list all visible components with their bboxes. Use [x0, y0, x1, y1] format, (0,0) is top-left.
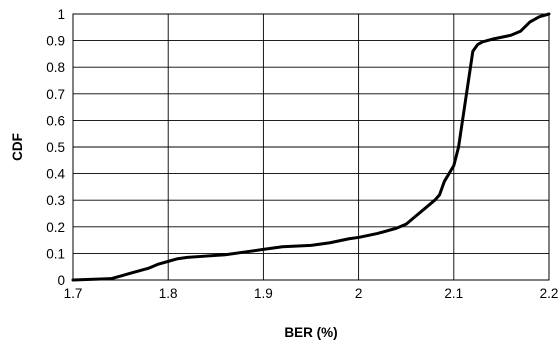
cdf-series-line: [71, 12, 551, 282]
y-tick-label: 0.1: [46, 246, 65, 261]
y-tick-label: 0: [57, 273, 65, 288]
x-tick-label: 1.8: [159, 286, 178, 301]
y-tick-label: 0.2: [46, 220, 65, 235]
x-axis-tick-labels: 1.7 1.8 1.9 2 2.1 2.2: [64, 286, 559, 301]
x-tick-label: 1.7: [64, 286, 83, 301]
y-tick-label: 0.9: [46, 34, 65, 49]
x-axis-title: BER (%): [284, 325, 337, 340]
x-tick-label: 1.9: [254, 286, 273, 301]
y-tick-label: 0.8: [46, 60, 65, 75]
y-tick-label: 0.5: [46, 140, 65, 155]
x-tick-label: 2.1: [444, 286, 463, 301]
y-tick-label: 0.4: [46, 167, 65, 182]
series-group: [71, 12, 551, 282]
y-tick-label: 0.6: [46, 113, 65, 128]
x-tick-label: 2.2: [540, 286, 559, 301]
x-tick-label: 2: [355, 286, 363, 301]
y-axis-tick-labels: 0 0.1 0.2 0.3 0.4 0.5 0.6 0.7 0.8 0.9 1: [46, 7, 65, 288]
y-axis-title: CDF: [10, 133, 25, 161]
y-tick-label: 1: [57, 7, 65, 22]
plot-area-frame: [72, 13, 550, 281]
y-tick-label: 0.3: [46, 193, 65, 208]
y-tick-label: 0.7: [46, 87, 65, 102]
